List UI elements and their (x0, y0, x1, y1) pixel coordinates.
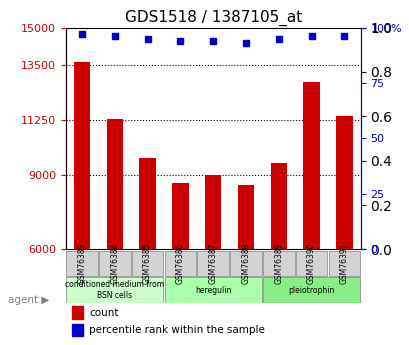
Bar (74, 62, 90, 249)
FancyBboxPatch shape (328, 251, 359, 276)
Text: GSM76383: GSM76383 (77, 243, 86, 284)
FancyBboxPatch shape (295, 251, 326, 276)
FancyBboxPatch shape (263, 251, 294, 276)
FancyBboxPatch shape (164, 251, 196, 276)
Text: agent ▶: agent ▶ (8, 295, 49, 305)
Title: GDS1518 / 1387105_at: GDS1518 / 1387105_at (124, 10, 301, 26)
Text: GSM76388: GSM76388 (241, 243, 250, 284)
Bar (106, 119, 123, 249)
Bar (237, 185, 254, 249)
Bar (172, 183, 188, 249)
Text: pleiotrophin: pleiotrophin (288, 286, 334, 295)
FancyBboxPatch shape (99, 251, 130, 276)
FancyBboxPatch shape (132, 251, 163, 276)
Text: GSM76390: GSM76390 (306, 243, 315, 284)
Text: count: count (89, 307, 119, 317)
Text: GSM76385: GSM76385 (143, 243, 152, 284)
Text: GSM76391: GSM76391 (339, 243, 348, 284)
Text: heregulin: heregulin (195, 286, 231, 295)
Text: GSM76389: GSM76389 (274, 243, 283, 284)
Bar (303, 82, 319, 249)
Text: GSM76386: GSM76386 (175, 243, 184, 284)
FancyBboxPatch shape (66, 277, 163, 303)
Text: percentile rank within the sample: percentile rank within the sample (89, 325, 265, 335)
FancyBboxPatch shape (164, 277, 261, 303)
FancyBboxPatch shape (197, 251, 228, 276)
FancyBboxPatch shape (230, 251, 261, 276)
FancyBboxPatch shape (263, 277, 359, 303)
Bar (335, 116, 352, 249)
Bar (204, 176, 221, 249)
Bar (270, 163, 286, 249)
Bar (139, 158, 155, 249)
Bar (71, 324, 83, 336)
FancyBboxPatch shape (66, 251, 97, 276)
Text: GSM76387: GSM76387 (208, 243, 217, 284)
Bar (71, 306, 83, 318)
Text: GSM76384: GSM76384 (110, 243, 119, 284)
Text: conditioned medium from
BSN cells: conditioned medium from BSN cells (65, 280, 164, 300)
